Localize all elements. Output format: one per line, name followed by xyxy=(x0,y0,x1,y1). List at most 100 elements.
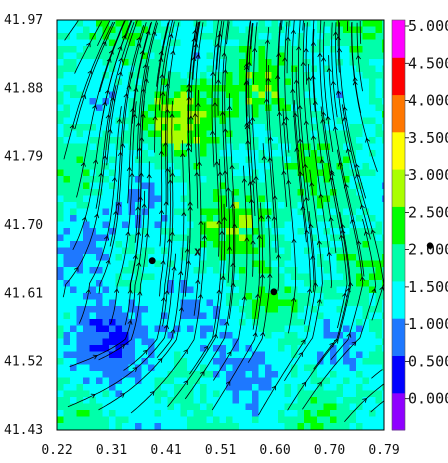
heatmap-cell xyxy=(258,195,266,203)
heatmap-cell xyxy=(343,169,350,177)
heatmap-cell xyxy=(154,176,162,183)
axes-layer: 0.22 0.31 0.41 0.51 0.60 0.70 0.7941.9741.8841… xyxy=(4,13,400,458)
heatmap-cell xyxy=(323,26,331,34)
heatmap-cell xyxy=(141,176,149,183)
heatmap-cell xyxy=(349,267,357,274)
heatmap-cell xyxy=(239,85,246,92)
heatmap-cell xyxy=(89,52,97,60)
heatmap-cell xyxy=(232,351,240,359)
heatmap-cell xyxy=(63,65,71,73)
heatmap-cell xyxy=(167,423,175,430)
heatmap-cell xyxy=(83,254,90,261)
heatmap-cell xyxy=(291,416,298,424)
heatmap-cell xyxy=(57,221,64,229)
heatmap-cell xyxy=(284,59,292,66)
heatmap-cell xyxy=(102,176,110,183)
heatmap-cell xyxy=(109,59,116,66)
heatmap-cell xyxy=(89,195,97,203)
heatmap-cell xyxy=(219,20,227,27)
heatmap-cell xyxy=(161,397,168,404)
heatmap-cell xyxy=(330,215,337,222)
heatmap-cell xyxy=(70,338,77,346)
heatmap-cell xyxy=(362,423,370,430)
heatmap-cell xyxy=(180,39,188,47)
heatmap-cell xyxy=(349,150,357,157)
heatmap-cell xyxy=(200,423,207,430)
heatmap-cell xyxy=(356,85,363,92)
heatmap-cell xyxy=(232,286,240,294)
heatmap-cell xyxy=(128,59,136,66)
streamline-arrow xyxy=(345,147,351,153)
heatmap-cell xyxy=(148,293,155,300)
heatmap-cell xyxy=(291,280,298,287)
heatmap-cell xyxy=(297,221,305,229)
heatmap-cell xyxy=(148,377,155,385)
heatmap-cell xyxy=(70,39,77,47)
heatmap-cell xyxy=(362,156,370,164)
heatmap-cell xyxy=(239,169,246,177)
heatmap-cell xyxy=(369,384,376,391)
heatmap-cell xyxy=(57,234,64,242)
heatmap-cell xyxy=(148,91,155,99)
heatmap-cell xyxy=(96,358,103,365)
heatmap-cell xyxy=(76,332,84,339)
heatmap-cell xyxy=(135,20,142,27)
heatmap-cell xyxy=(109,247,116,255)
heatmap-cell xyxy=(369,351,376,359)
heatmap-cell xyxy=(382,85,384,92)
heatmap-cell xyxy=(245,416,253,424)
heatmap-cell xyxy=(258,117,266,125)
heatmap-cell xyxy=(343,397,350,404)
heatmap-cell xyxy=(89,137,97,144)
heatmap-cell xyxy=(115,338,123,346)
heatmap-cell xyxy=(369,208,376,216)
heatmap-cell xyxy=(63,403,71,411)
heatmap-cell xyxy=(70,208,77,216)
heatmap-cell xyxy=(206,39,214,47)
heatmap-cell xyxy=(115,20,123,27)
streamline xyxy=(267,65,280,291)
heatmap-cell xyxy=(213,351,220,359)
heatmap-cell xyxy=(109,338,116,346)
streamline xyxy=(167,203,225,408)
streamline xyxy=(338,22,367,199)
heatmap-cell xyxy=(369,46,376,53)
heatmap-cell xyxy=(76,39,84,47)
heatmap-cell xyxy=(206,410,214,417)
heatmap-cell xyxy=(148,403,155,411)
heatmap-cell xyxy=(265,52,272,60)
heatmap-cell xyxy=(232,410,240,417)
heatmap-cell xyxy=(226,124,233,131)
streamline-arrow xyxy=(195,53,201,59)
heatmap-cell xyxy=(310,46,318,53)
heatmap-cell xyxy=(265,241,272,248)
heatmap-cell xyxy=(323,390,331,398)
heatmap-cell xyxy=(362,234,370,242)
streamline-arrow xyxy=(188,115,194,120)
heatmap-cell xyxy=(375,20,383,27)
heatmap-cell xyxy=(252,189,259,196)
heatmap-cell xyxy=(356,176,363,183)
heatmap-cell xyxy=(330,403,337,411)
heatmap-cell xyxy=(83,59,90,66)
heatmap-cell xyxy=(206,371,214,378)
heatmap-cell xyxy=(284,104,292,112)
heatmap-cell xyxy=(343,46,350,53)
heatmap-cell xyxy=(187,33,194,40)
heatmap-cell xyxy=(245,306,253,313)
heatmap-cell xyxy=(382,345,384,352)
heatmap-cell xyxy=(239,247,246,255)
heatmap-cell xyxy=(187,390,194,398)
heatmap-cell xyxy=(200,221,207,229)
heatmap-cell xyxy=(291,163,298,170)
heatmap-cell xyxy=(291,59,298,66)
streamline xyxy=(298,20,310,201)
heatmap-cell xyxy=(122,364,129,372)
heatmap-cell xyxy=(317,325,324,333)
streamline-arrow xyxy=(351,341,357,347)
heatmap-cell xyxy=(245,260,253,268)
heatmap-cell xyxy=(258,325,266,333)
heatmap-cell xyxy=(304,410,311,417)
heatmap-cell xyxy=(362,286,370,294)
heatmap-cell xyxy=(362,306,370,313)
